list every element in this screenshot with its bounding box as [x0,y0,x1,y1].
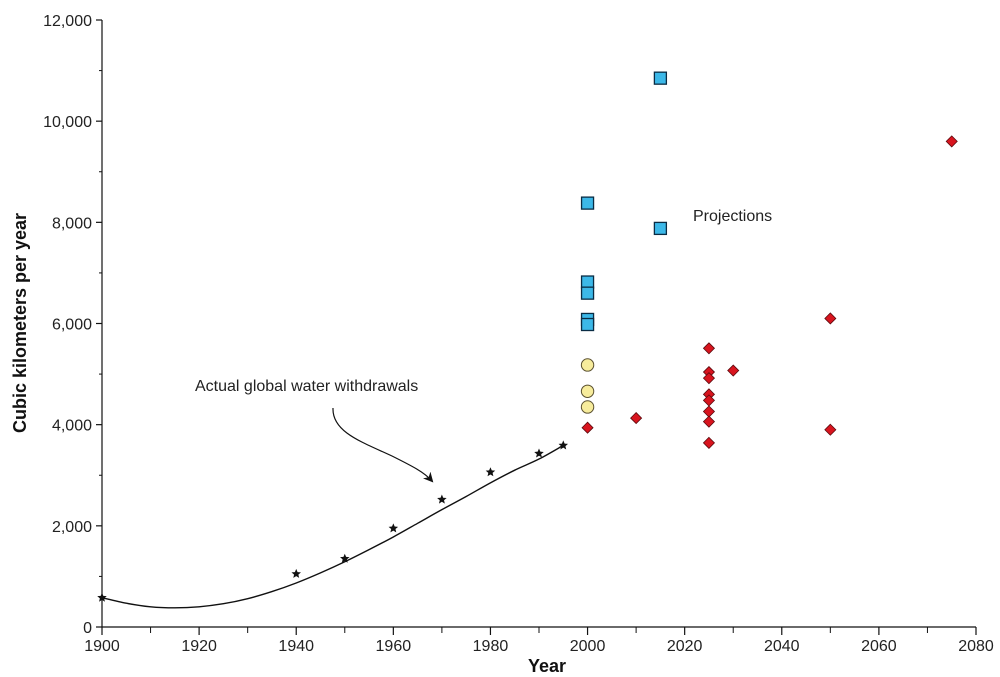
projection-diamond-point [630,412,643,425]
projection-circle-point [580,400,595,414]
actual-withdrawal-star-point [388,523,399,533]
actual-withdrawal-star-point [97,592,107,602]
x-tick-label: 1960 [376,638,412,655]
projection-diamond-point [727,364,740,377]
actual-withdrawal-star-point [534,448,544,458]
x-tick-label: 2080 [958,638,994,655]
projection-square-point [580,317,595,332]
y-tick-label: 8,000 [52,215,92,232]
y-tick-label: 2,000 [52,519,92,536]
chart-marks [97,71,958,609]
projection-square-point [580,196,595,210]
annotation-actual-withdrawals: Actual global water withdrawals [195,378,418,395]
y-tick-label: 12,000 [43,13,92,30]
x-tick-label: 2040 [764,638,800,655]
projection-diamond-point [702,436,716,449]
projection-diamond-point [702,415,716,428]
x-tick-label: 1900 [84,638,120,655]
projection-square-point [653,71,668,85]
actual-withdrawal-star-point [340,553,350,563]
x-tick-label: 1920 [181,638,217,655]
x-tick-label: 2060 [861,638,897,655]
x-tick-label: 2020 [667,638,703,655]
axis-ticks: 0 2,000 4,000 6,000 8,000 10,000 12,000 1900 192… [43,13,994,655]
y-tick-label: 6,000 [52,317,92,334]
axes [101,20,976,628]
projection-diamond-point [702,342,716,355]
x-tick-label: 1940 [278,638,314,655]
actual-withdrawals-line [101,444,564,609]
projection-diamond-point [945,135,958,148]
projection-diamond-point [581,421,594,434]
x-axis-title: Year [528,656,566,676]
projection-square-point [580,275,595,289]
projection-diamond-point [702,394,716,407]
x-tick-label: 2000 [570,638,606,655]
projection-diamond-point [824,312,837,325]
annotation-projections: Projections [693,208,772,225]
projection-circle-point [580,358,595,372]
projection-circle-point [580,384,595,398]
projection-diamond-point [702,372,716,385]
y-tick-label: 4,000 [52,418,92,435]
projection-square-point [653,221,668,236]
y-tick-label: 10,000 [43,114,92,131]
y-axis-title: Cubic kilometers per year [10,213,30,433]
annotation-arrow [332,407,434,483]
y-tick-label: 0 [83,620,92,637]
projection-diamond-point [702,405,716,418]
actual-withdrawal-star-point [485,467,496,477]
projection-square-point [580,286,595,300]
actual-withdrawal-star-point [437,494,447,504]
actual-withdrawal-star-point [558,440,569,450]
projection-diamond-point [824,423,837,436]
x-tick-label: 1980 [473,638,509,655]
actual-withdrawal-star-point [291,568,301,578]
